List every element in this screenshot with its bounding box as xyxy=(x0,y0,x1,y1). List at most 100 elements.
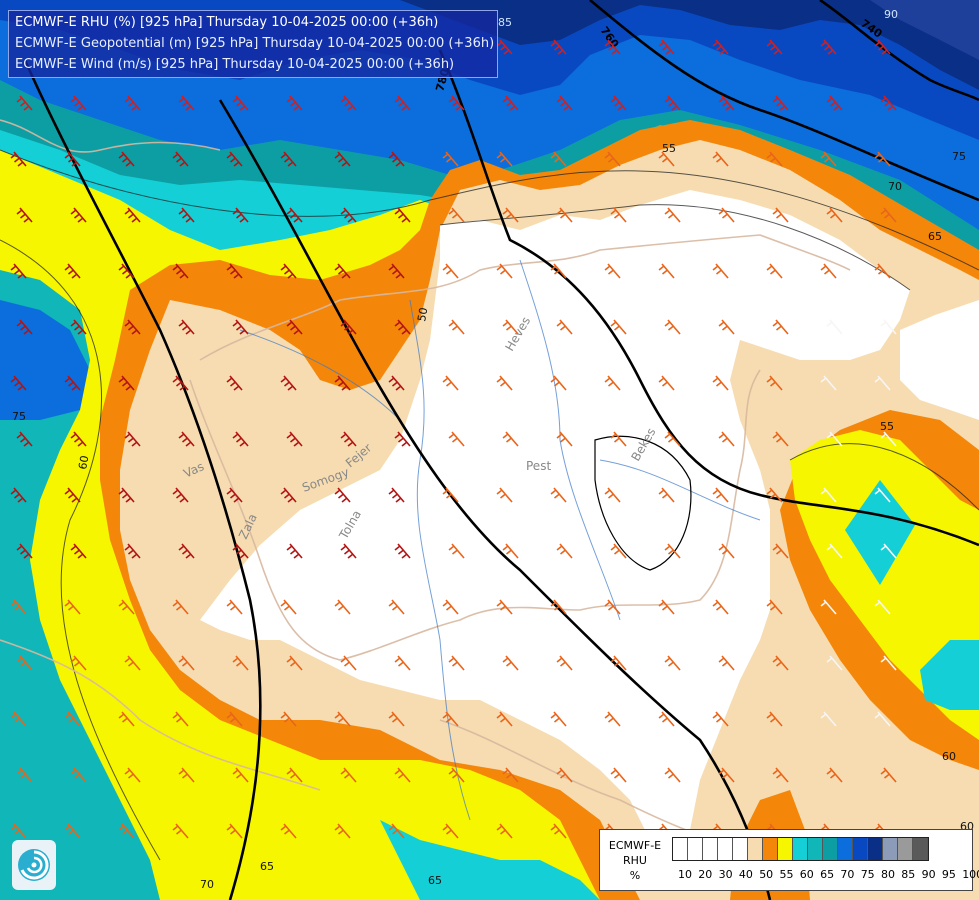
contour-label-70b: 70 xyxy=(200,878,214,891)
wind-barb xyxy=(820,39,837,55)
wind-barb xyxy=(226,599,243,615)
wind-barb xyxy=(496,599,513,615)
wind-barb xyxy=(232,431,249,447)
wind-barb xyxy=(718,207,735,223)
wind-barb xyxy=(658,599,675,615)
legend-tick: 85 xyxy=(901,868,916,881)
wind-barb xyxy=(232,767,249,783)
legend-tick: 80 xyxy=(881,868,895,881)
rhu-dry-core xyxy=(200,190,910,870)
wind-barb xyxy=(334,151,351,167)
wind-barb xyxy=(550,375,567,391)
wind-barb xyxy=(610,543,627,559)
wind-barb xyxy=(280,823,297,839)
wind-barb xyxy=(880,543,897,559)
wind-barb xyxy=(448,207,465,223)
wind-barb xyxy=(874,39,891,55)
wind-barb xyxy=(10,711,27,727)
contour-label-90: 90 xyxy=(884,8,898,21)
wind-barb xyxy=(172,599,189,615)
legend-tick: 100 xyxy=(962,868,979,881)
wind-barb xyxy=(334,487,351,503)
wind-barb xyxy=(826,95,843,111)
wind-barb xyxy=(232,319,249,335)
header-title-wind: ECMWF-E Wind (m/s) [925 hPa] Thursday 10… xyxy=(15,57,455,72)
wind-barb xyxy=(16,431,33,447)
wind-barb xyxy=(604,375,621,391)
wind-barb xyxy=(64,599,81,615)
wind-barb xyxy=(394,431,411,447)
wind-barb xyxy=(766,599,783,615)
wind-barb xyxy=(772,207,789,223)
wind-barb xyxy=(604,263,621,279)
wind-barb xyxy=(118,711,135,727)
legend-swatch xyxy=(913,838,928,860)
wind-barb xyxy=(394,655,411,671)
wind-barb xyxy=(286,543,303,559)
wind-barb xyxy=(442,151,459,167)
wind-barb xyxy=(118,375,135,391)
wind-barb xyxy=(550,823,567,839)
contour-label-70: 70 xyxy=(888,180,902,193)
legend-title: ECMWF-E RHU % xyxy=(606,838,664,883)
wind-barb xyxy=(70,95,87,111)
wind-barb xyxy=(664,655,681,671)
wind-barb xyxy=(70,319,87,335)
wind-barb xyxy=(502,655,519,671)
wind-barb xyxy=(232,655,249,671)
wind-barb xyxy=(340,319,357,335)
contour-label-65c: 65 xyxy=(428,874,442,887)
wind-barb xyxy=(658,487,675,503)
wind-barb xyxy=(448,431,465,447)
wind-barb xyxy=(496,487,513,503)
wind-barb xyxy=(550,599,567,615)
wind-barb xyxy=(718,431,735,447)
wind-barb xyxy=(334,263,351,279)
contour-label-60: 60 xyxy=(76,454,91,470)
wind-barb xyxy=(286,319,303,335)
legend-swatch xyxy=(838,838,853,860)
wind-barb xyxy=(394,95,411,111)
wind-barb xyxy=(766,263,783,279)
wind-barb xyxy=(448,655,465,671)
wind-barb xyxy=(64,487,81,503)
wind-barb xyxy=(388,375,405,391)
contour-label-55: 55 xyxy=(662,142,676,155)
wind-barb xyxy=(502,95,519,111)
wind-barb xyxy=(286,207,303,223)
wind-barb xyxy=(766,375,783,391)
wind-barb xyxy=(178,655,195,671)
wind-barb xyxy=(394,767,411,783)
wind-barb xyxy=(16,767,33,783)
wind-barb xyxy=(826,431,843,447)
legend-swatch xyxy=(883,838,898,860)
rhu-s-70 xyxy=(380,820,600,900)
legend-swatch xyxy=(898,838,913,860)
wind-barb xyxy=(178,767,195,783)
wind-barb xyxy=(16,319,33,335)
wind-barb xyxy=(502,431,519,447)
legend-swatch xyxy=(853,838,868,860)
wind-barb xyxy=(820,487,837,503)
wind-barb xyxy=(64,711,81,727)
wind-barb xyxy=(280,263,297,279)
wind-barb xyxy=(334,599,351,615)
wind-barb xyxy=(604,39,621,55)
wind-barb xyxy=(766,39,783,55)
wind-barb xyxy=(442,263,459,279)
wind-barb xyxy=(772,767,789,783)
wind-barb xyxy=(880,431,897,447)
legend-tick: 40 xyxy=(738,868,753,881)
wind-barb xyxy=(178,431,195,447)
header-title-geopotential: ECMWF-E Geopotential (m) [925 hPa] Thurs… xyxy=(15,36,495,51)
wind-barb xyxy=(826,319,843,335)
rhu-band-95 xyxy=(870,0,979,60)
legend-tick: 50 xyxy=(759,868,774,881)
wind-barb xyxy=(118,823,135,839)
wind-barb xyxy=(874,487,891,503)
wind-barb xyxy=(280,375,297,391)
wind-barb xyxy=(556,319,573,335)
wind-barb xyxy=(712,39,729,55)
legend-swatch xyxy=(808,838,823,860)
